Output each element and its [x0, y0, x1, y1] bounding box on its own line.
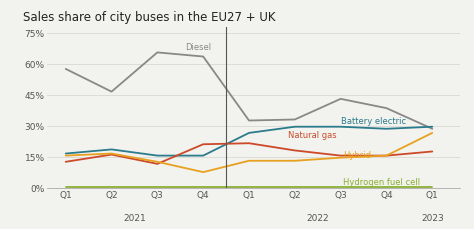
Text: 2021: 2021 — [123, 213, 146, 222]
Text: Hydrogen fuel cell: Hydrogen fuel cell — [343, 177, 420, 186]
Text: Hybrid: Hybrid — [343, 151, 371, 160]
Text: Diesel: Diesel — [185, 43, 211, 52]
Text: Sales share of city buses in the EU27 + UK: Sales share of city buses in the EU27 + … — [23, 11, 275, 24]
Text: Natural gas: Natural gas — [288, 130, 337, 139]
Text: 2022: 2022 — [306, 213, 329, 222]
Text: 2023: 2023 — [421, 213, 444, 222]
Text: Battery electric: Battery electric — [341, 117, 406, 125]
